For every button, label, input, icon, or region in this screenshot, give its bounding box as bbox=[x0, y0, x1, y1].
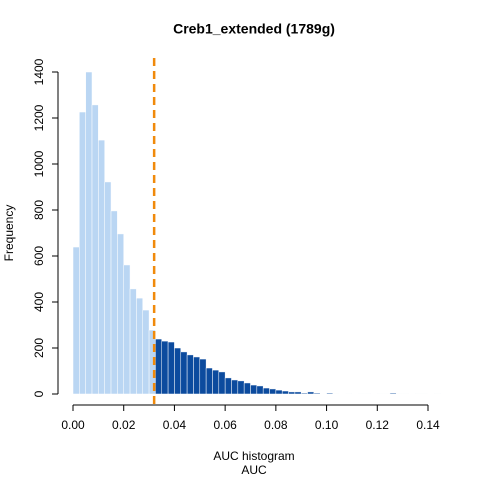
y-axis-label: Frequency bbox=[2, 205, 16, 262]
bar bbox=[300, 392, 308, 395]
bar bbox=[104, 181, 112, 395]
x-tick-label: 0.04 bbox=[163, 418, 187, 432]
bar bbox=[288, 391, 296, 395]
bar bbox=[186, 354, 194, 395]
bar bbox=[326, 392, 334, 395]
x-tick-label: 0.08 bbox=[264, 418, 288, 432]
bar bbox=[174, 347, 182, 395]
bar bbox=[91, 104, 99, 395]
bar bbox=[313, 392, 321, 395]
bar bbox=[243, 382, 251, 395]
bar bbox=[72, 246, 80, 395]
bar bbox=[256, 385, 264, 395]
y-tick-label: 1200 bbox=[32, 104, 46, 131]
bar bbox=[136, 297, 143, 395]
bar bbox=[180, 351, 188, 395]
bar bbox=[142, 309, 150, 395]
x-tick-label: 0.12 bbox=[366, 418, 390, 432]
y-tick-label: 200 bbox=[32, 338, 46, 358]
bar bbox=[117, 233, 124, 395]
bar bbox=[79, 111, 86, 395]
y-tick-label: 1400 bbox=[32, 58, 46, 85]
bar bbox=[250, 384, 258, 395]
bar bbox=[307, 391, 315, 395]
bar bbox=[167, 341, 175, 395]
bar bbox=[262, 387, 270, 395]
bar bbox=[281, 390, 289, 395]
y-tick-label: 600 bbox=[32, 246, 46, 266]
bar bbox=[85, 71, 93, 395]
bar bbox=[389, 392, 397, 395]
x-tick-label: 0.06 bbox=[213, 418, 237, 432]
bar bbox=[294, 391, 302, 395]
chart-title: Creb1_extended (1789g) bbox=[173, 21, 335, 37]
bar bbox=[237, 380, 245, 395]
y-tick-label: 1000 bbox=[32, 150, 46, 177]
bar bbox=[269, 388, 277, 395]
x-tick-label: 0.10 bbox=[315, 418, 339, 432]
x-tick-label: 0.00 bbox=[61, 418, 85, 432]
bar bbox=[212, 369, 220, 395]
bar bbox=[224, 377, 232, 395]
x-axis-label: AUC bbox=[241, 463, 267, 477]
x-tick-label: 0.14 bbox=[416, 418, 440, 432]
y-tick-label: 800 bbox=[32, 200, 46, 220]
bar bbox=[98, 139, 105, 395]
bar bbox=[161, 340, 169, 395]
bar bbox=[123, 264, 131, 395]
x-tick-label: 0.02 bbox=[112, 418, 136, 432]
bar bbox=[275, 389, 283, 395]
bar bbox=[205, 367, 213, 395]
y-tick-label: 400 bbox=[32, 292, 46, 312]
bar bbox=[110, 210, 118, 395]
bar bbox=[155, 338, 163, 395]
bar bbox=[218, 371, 226, 395]
bar bbox=[231, 379, 239, 395]
y-tick-label: 0 bbox=[32, 390, 46, 397]
bar bbox=[199, 358, 207, 395]
bar bbox=[193, 356, 201, 395]
x-axis-label: AUC histogram bbox=[213, 449, 294, 463]
bar bbox=[129, 288, 137, 395]
